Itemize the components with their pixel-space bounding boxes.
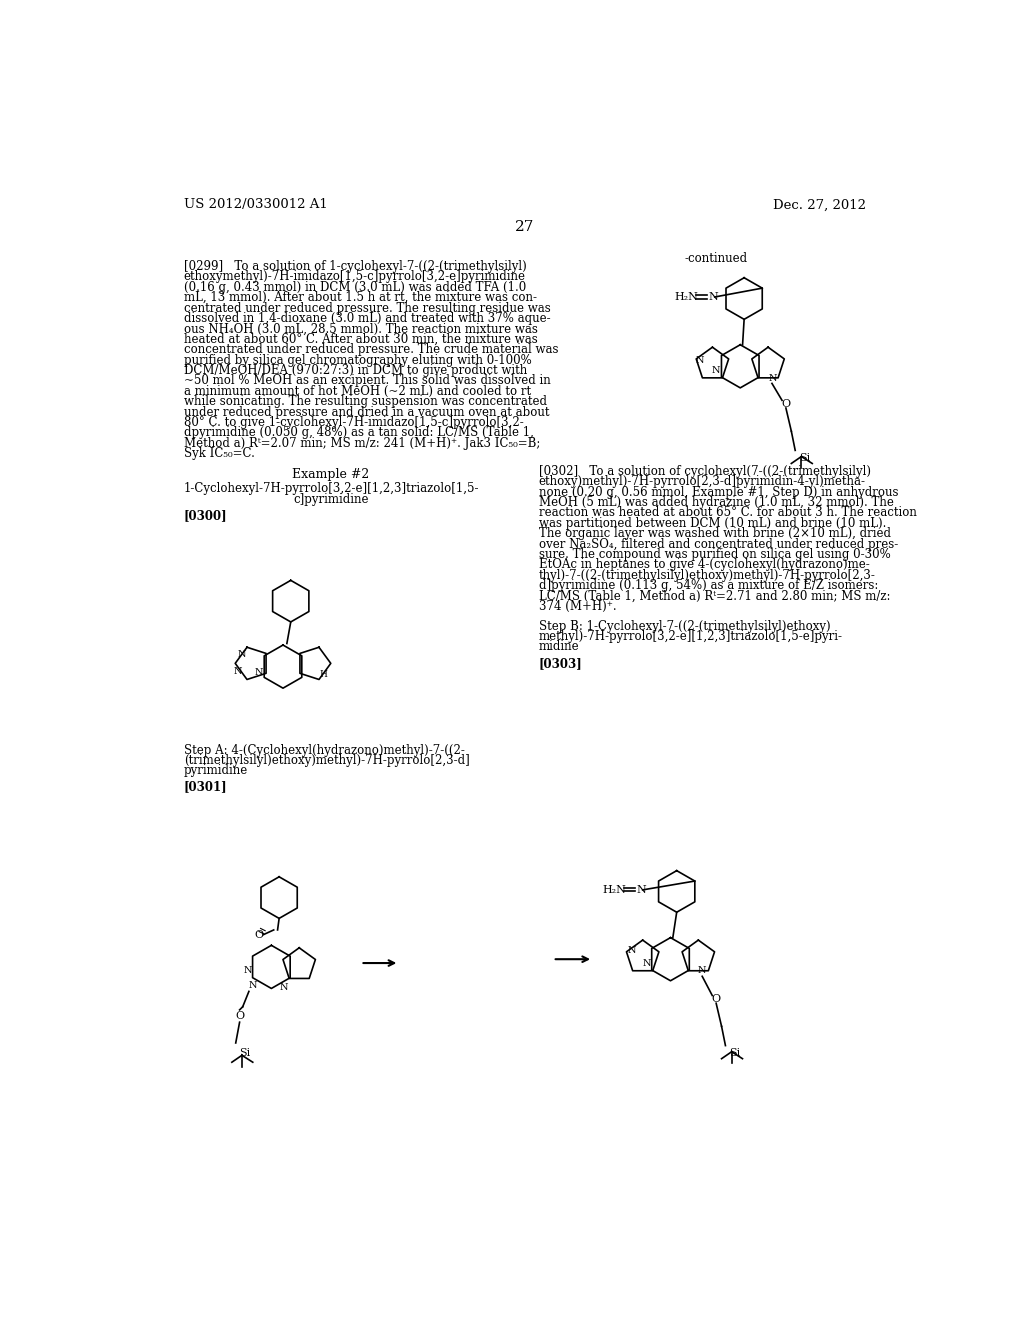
Text: Si: Si	[799, 453, 810, 463]
Text: DCM/MeOH/DEA (970:27:3) in DCM to give product with: DCM/MeOH/DEA (970:27:3) in DCM to give p…	[183, 364, 527, 378]
Text: N: N	[643, 958, 651, 968]
Text: N: N	[628, 946, 636, 956]
Text: concentrated under reduced pressure. The crude material was: concentrated under reduced pressure. The…	[183, 343, 558, 356]
Text: purified by silica gel chromatography eluting with 0-100%: purified by silica gel chromatography el…	[183, 354, 531, 367]
Text: methyl)-7H-pyrrolo[3,2-e][1,2,3]triazolo[1,5-e]pyri-: methyl)-7H-pyrrolo[3,2-e][1,2,3]triazolo…	[539, 631, 843, 643]
Text: MeOH (5 mL) was added hydrazine (1.0 mL, 32 mmol). The: MeOH (5 mL) was added hydrazine (1.0 mL,…	[539, 496, 894, 510]
Text: [0301]: [0301]	[183, 780, 227, 793]
Text: O: O	[236, 1011, 244, 1022]
Text: N: N	[709, 292, 718, 302]
Text: LC/MS (Table 1, Method a) Rᵗ=2.71 and 2.80 min; MS m/z:: LC/MS (Table 1, Method a) Rᵗ=2.71 and 2.…	[539, 590, 890, 603]
Text: a minimum amount of hot MeOH (~2 mL) and cooled to rt: a minimum amount of hot MeOH (~2 mL) and…	[183, 385, 530, 397]
Text: 27: 27	[515, 220, 535, 234]
Text: (0.16 g, 0.43 mmol) in DCM (3.0 mL) was added TFA (1.0: (0.16 g, 0.43 mmol) in DCM (3.0 mL) was …	[183, 281, 526, 294]
Text: H₂N: H₂N	[602, 884, 626, 895]
Text: pyrimidine: pyrimidine	[183, 763, 248, 776]
Text: 1-Cyclohexyl-7H-pyrrolo[3,2-e][1,2,3]triazolo[1,5-: 1-Cyclohexyl-7H-pyrrolo[3,2-e][1,2,3]tri…	[183, 482, 479, 495]
Text: [0302]   To a solution of cyclohexyl(7-((2-(trimethylsilyl): [0302] To a solution of cyclohexyl(7-((2…	[539, 465, 870, 478]
Text: Dec. 27, 2012: Dec. 27, 2012	[773, 198, 866, 211]
Text: N: N	[238, 649, 246, 659]
Text: -continued: -continued	[684, 252, 748, 265]
Text: ethoxymethyl)-7H-imidazo[1,5-c]pyrrolo[3,2-e]pyrimidine: ethoxymethyl)-7H-imidazo[1,5-c]pyrrolo[3…	[183, 271, 525, 284]
Text: Example #2: Example #2	[293, 469, 370, 480]
Text: centrated under reduced pressure. The resulting residue was: centrated under reduced pressure. The re…	[183, 302, 551, 314]
Text: N: N	[280, 982, 288, 991]
Text: N: N	[234, 667, 243, 676]
Text: N: N	[243, 966, 252, 975]
Text: Step B: 1-Cyclohexyl-7-((2-(trimethylsilyl)ethoxy): Step B: 1-Cyclohexyl-7-((2-(trimethylsil…	[539, 620, 830, 634]
Text: O: O	[781, 399, 791, 409]
Text: Method a) Rᵗ=2.07 min; MS m/z: 241 (M+H)⁺. Jak3 IC₅₀=B;: Method a) Rᵗ=2.07 min; MS m/z: 241 (M+H)…	[183, 437, 541, 450]
Text: dissolved in 1,4-dioxane (3.0 mL) and treated with 37% aque-: dissolved in 1,4-dioxane (3.0 mL) and tr…	[183, 312, 551, 325]
Text: N: N	[712, 366, 721, 375]
Text: ~50 mol % MeOH as an excipient. This solid was dissolved in: ~50 mol % MeOH as an excipient. This sol…	[183, 375, 551, 387]
Text: H: H	[319, 669, 327, 678]
Text: d]pyrimidine (0.113 g, 54%) as a mixture of E/Z isomers:: d]pyrimidine (0.113 g, 54%) as a mixture…	[539, 579, 879, 593]
Text: The organic layer was washed with brine (2×10 mL), dried: The organic layer was washed with brine …	[539, 527, 891, 540]
Text: (trimethylsilyl)ethoxy)methyl)-7H-pyrrolo[2,3-d]: (trimethylsilyl)ethoxy)methyl)-7H-pyrrol…	[183, 754, 470, 767]
Text: while sonicating. The resulting suspension was concentrated: while sonicating. The resulting suspensi…	[183, 395, 547, 408]
Text: EtOAc in heptanes to give 4-(cyclohexyl(hydrazono)me-: EtOAc in heptanes to give 4-(cyclohexyl(…	[539, 558, 869, 572]
Text: dpyrimidine (0.050 g, 48%) as a tan solid: LC/MS (Table 1,: dpyrimidine (0.050 g, 48%) as a tan soli…	[183, 426, 534, 440]
Text: US 2012/0330012 A1: US 2012/0330012 A1	[183, 198, 328, 211]
Text: N: N	[768, 374, 777, 383]
Text: O: O	[712, 994, 721, 1005]
Text: 80° C. to give 1-cyclohexyl-7H-imidazo[1,5-c]pyrrolo[3,2-: 80° C. to give 1-cyclohexyl-7H-imidazo[1…	[183, 416, 523, 429]
Text: 374 (M+H)⁺.: 374 (M+H)⁺.	[539, 601, 616, 612]
Text: thyl)-7-((2-(trimethylsilyl)ethoxy)methyl)-7H-pyrrolo[2,3-: thyl)-7-((2-(trimethylsilyl)ethoxy)methy…	[539, 569, 876, 582]
Text: N: N	[698, 966, 707, 975]
Text: over Na₂SO₄, filtered and concentrated under reduced pres-: over Na₂SO₄, filtered and concentrated u…	[539, 537, 898, 550]
Text: reaction was heated at about 65° C. for about 3 h. The reaction: reaction was heated at about 65° C. for …	[539, 507, 916, 520]
Text: N: N	[695, 356, 705, 364]
Text: ethoxy)methyl)-7H-pyrrolo[2,3-d]pyrimidin-4-yl)metha-: ethoxy)methyl)-7H-pyrrolo[2,3-d]pyrimidi…	[539, 475, 865, 488]
Text: was partitioned between DCM (10 mL) and brine (10 mL).: was partitioned between DCM (10 mL) and …	[539, 517, 886, 529]
Text: [0303]: [0303]	[539, 657, 583, 671]
Text: N: N	[249, 981, 257, 990]
Text: Syk IC₅₀=C.: Syk IC₅₀=C.	[183, 447, 255, 461]
Text: under reduced pressure and dried in a vacuum oven at about: under reduced pressure and dried in a va…	[183, 405, 549, 418]
Text: Si: Si	[240, 1048, 251, 1059]
Text: [0299]   To a solution of 1-cyclohexyl-7-((2-(trimethylsilyl): [0299] To a solution of 1-cyclohexyl-7-(…	[183, 260, 526, 273]
Text: mL, 13 mmol). After about 1.5 h at rt, the mixture was con-: mL, 13 mmol). After about 1.5 h at rt, t…	[183, 292, 537, 304]
Text: Step A: 4-(Cyclohexyl(hydrazono)methyl)-7-((2-: Step A: 4-(Cyclohexyl(hydrazono)methyl)-…	[183, 743, 465, 756]
Text: heated at about 60° C. After about 30 min, the mixture was: heated at about 60° C. After about 30 mi…	[183, 333, 538, 346]
Text: ous NH₄OH (3.0 mL, 28.5 mmol). The reaction mixture was: ous NH₄OH (3.0 mL, 28.5 mmol). The react…	[183, 322, 538, 335]
Text: N: N	[636, 884, 646, 895]
Text: N: N	[255, 668, 263, 677]
Text: sure. The compound was purified on silica gel using 0-30%: sure. The compound was purified on silic…	[539, 548, 891, 561]
Text: midine: midine	[539, 640, 580, 653]
Text: [0300]: [0300]	[183, 510, 227, 523]
Text: H₂N: H₂N	[675, 292, 698, 302]
Text: none (0.20 g, 0.56 mmol, Example #1, Step D) in anhydrous: none (0.20 g, 0.56 mmol, Example #1, Ste…	[539, 486, 898, 499]
Text: O: O	[254, 929, 263, 940]
Text: c]pyrimidine: c]pyrimidine	[293, 492, 369, 506]
Text: Si: Si	[729, 1048, 740, 1059]
